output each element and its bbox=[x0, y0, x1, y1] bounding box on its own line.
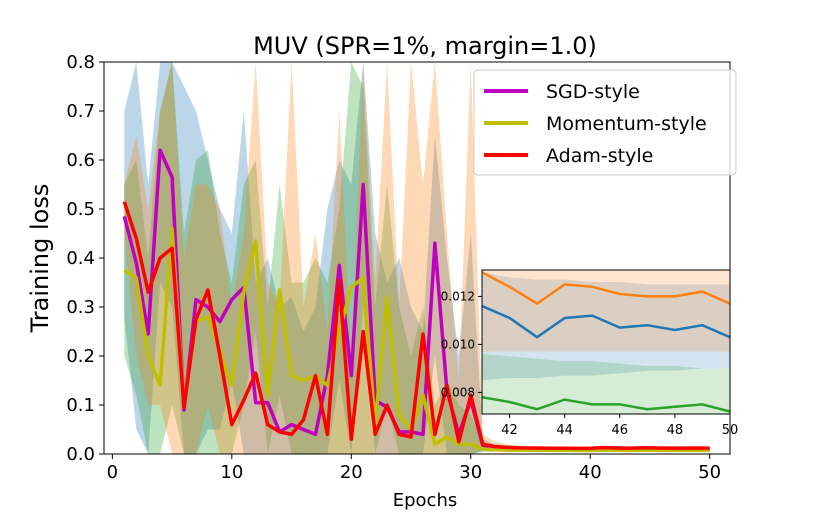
y-tick-label: 0.2 bbox=[66, 346, 95, 367]
inset-band-momentum-style bbox=[482, 354, 730, 414]
x-tick-label: 0 bbox=[107, 462, 118, 483]
y-axis-ticks: 0.0 0.1 0.2 0.3 0.4 0.5 0.6 0.7 0.8 bbox=[66, 52, 104, 465]
y-tick-label: 0.5 bbox=[66, 199, 95, 220]
x-tick-label: 50 bbox=[698, 462, 721, 483]
x-axis-ticks: 0 10 20 30 40 50 bbox=[107, 454, 721, 483]
inset-x-tick-label: 44 bbox=[556, 423, 573, 438]
y-tick-label: 0.8 bbox=[66, 52, 95, 73]
inset-y-tick-label: 0.010 bbox=[441, 337, 475, 351]
inset-frame bbox=[481, 269, 731, 415]
plot-frame bbox=[103, 61, 731, 455]
series-line-momentum-style bbox=[123, 226, 710, 453]
y-tick-label: 0.4 bbox=[66, 248, 95, 269]
inset-x-ticks: 42 44 46 48 50 bbox=[501, 414, 738, 438]
legend-box bbox=[473, 69, 737, 176]
x-axis-label: Epochs bbox=[393, 490, 458, 511]
series-line-adam-style bbox=[122, 201, 710, 451]
inset-zoom-panel: 42 44 46 48 50 0.008 0.010 0.012 bbox=[441, 269, 738, 438]
series-lines bbox=[122, 148, 710, 453]
inset-line-1 bbox=[482, 395, 730, 413]
legend-label-sgd: SGD-style bbox=[546, 81, 640, 103]
inset-x-tick-label: 50 bbox=[722, 423, 739, 438]
x-tick-label: 40 bbox=[579, 462, 602, 483]
legend: SGD-style Momentum-style Adam-style bbox=[473, 69, 737, 176]
x-tick-label: 20 bbox=[340, 462, 363, 483]
y-tick-label: 0.1 bbox=[66, 395, 95, 416]
inset-y-ticks: 0.008 0.010 0.012 bbox=[441, 289, 482, 399]
inset-x-tick-label: 48 bbox=[667, 423, 684, 438]
inset-band-adam-style bbox=[482, 270, 730, 352]
y-tick-label: 0.7 bbox=[66, 101, 95, 122]
legend-label-adam: Adam-style bbox=[546, 145, 653, 167]
x-tick-label: 30 bbox=[459, 462, 482, 483]
inset-line-0 bbox=[482, 304, 730, 339]
inset-lines bbox=[482, 271, 730, 413]
y-tick-label: 0.0 bbox=[66, 444, 95, 465]
inset-line-2 bbox=[482, 271, 730, 306]
chart-title: MUV (SPR=1%, margin=1.0) bbox=[253, 32, 597, 60]
inset-x-tick-label: 42 bbox=[501, 423, 518, 438]
y-tick-label: 0.6 bbox=[66, 150, 95, 171]
y-tick-label: 0.3 bbox=[66, 297, 95, 318]
inset-x-tick-label: 46 bbox=[612, 423, 629, 438]
x-tick-label: 10 bbox=[220, 462, 243, 483]
inset-y-tick-label: 0.012 bbox=[441, 289, 475, 303]
y-axis-label: Training loss bbox=[26, 184, 54, 334]
inset-y-tick-label: 0.008 bbox=[441, 385, 475, 399]
legend-label-momentum: Momentum-style bbox=[546, 113, 707, 135]
